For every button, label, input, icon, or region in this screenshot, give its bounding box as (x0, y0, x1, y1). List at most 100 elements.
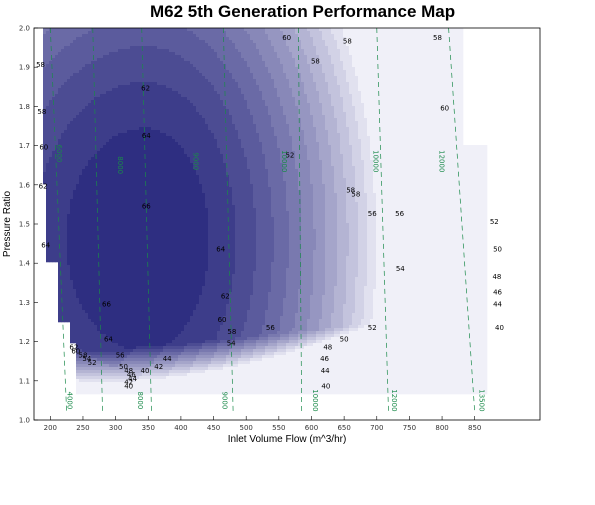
contour-cell (58, 52, 62, 56)
contour-cell (106, 184, 110, 188)
contour-cell (82, 388, 86, 392)
contour-cell (151, 286, 155, 290)
contour-cell (163, 70, 167, 74)
contour-cell (145, 223, 149, 227)
contour-cell (109, 199, 113, 203)
contour-cell (76, 253, 80, 257)
contour-cell (73, 316, 77, 320)
contour-cell (145, 37, 149, 41)
contour-cell (79, 304, 83, 308)
contour-cell (61, 142, 65, 146)
contour-cell (82, 76, 86, 80)
contour-cell (157, 250, 161, 254)
contour-cell (124, 154, 128, 158)
contour-cell (142, 70, 146, 74)
contour-cell (142, 136, 146, 140)
contour-cell (148, 172, 152, 176)
contour-cell (115, 124, 119, 128)
contour-cell (109, 136, 113, 140)
contour-cell (79, 238, 83, 242)
contour-cell (130, 142, 134, 146)
contour-cell (136, 379, 140, 383)
contour-cell (88, 118, 92, 122)
contour-cell (139, 337, 143, 341)
contour-cell (145, 250, 149, 254)
contour-cell (118, 112, 122, 116)
contour-cell (163, 376, 167, 380)
contour-cell (157, 166, 161, 170)
contour-cell (67, 196, 71, 200)
contour-cell (151, 133, 155, 137)
contour-cell (154, 199, 158, 203)
contour-cell (160, 157, 164, 161)
contour-cell (97, 355, 101, 359)
contour-cell (124, 331, 128, 335)
contour-cell (82, 361, 86, 365)
contour-cell (94, 271, 98, 275)
contour-cell (139, 37, 143, 41)
contour-cell (91, 328, 95, 332)
contour-cell (103, 235, 107, 239)
contour-cell (46, 229, 50, 233)
contour-cell (43, 52, 47, 56)
contour-cell (148, 304, 152, 308)
contour-cell (139, 385, 143, 389)
contour-cell (46, 253, 50, 257)
contour-cell (91, 256, 95, 260)
contour-cell (94, 256, 98, 260)
contour-cell (124, 211, 128, 215)
contour-cell (112, 238, 116, 242)
contour-cell (127, 169, 131, 173)
contour-cell (121, 262, 125, 266)
contour-cell (172, 196, 176, 200)
contour-cell (160, 277, 164, 281)
contour-cell (97, 190, 101, 194)
contour-cell (88, 358, 92, 362)
contour-cell (55, 139, 59, 143)
contour-cell (88, 82, 92, 86)
contour-cell (82, 109, 86, 113)
contour-cell (160, 82, 164, 86)
contour-cell (148, 259, 152, 263)
contour-cell (85, 64, 89, 68)
contour-cell (151, 181, 155, 185)
contour-cell (115, 289, 119, 293)
contour-cell (94, 340, 98, 344)
contour-cell (112, 145, 116, 149)
contour-cell (145, 286, 149, 290)
contour-cell (76, 313, 80, 317)
contour-cell (160, 391, 164, 395)
contour-cell (82, 184, 86, 188)
contour-cell (172, 31, 176, 35)
contour-cell (103, 214, 107, 218)
contour-cell (58, 313, 62, 317)
contour-cell (133, 28, 137, 32)
contour-cell (70, 76, 74, 80)
contour-cell (67, 139, 71, 143)
contour-cell (46, 193, 50, 197)
contour-cell (133, 151, 137, 155)
contour-cell (85, 160, 89, 164)
contour-cell (109, 382, 113, 386)
contour-cell (76, 49, 80, 53)
contour-cell (73, 91, 77, 95)
contour-cell (169, 277, 173, 281)
contour-cell (133, 268, 137, 272)
contour-cell (82, 52, 86, 56)
contour-cell (73, 274, 77, 278)
contour-cell (76, 115, 80, 119)
contour-cell (133, 382, 137, 386)
contour-cell (121, 364, 125, 368)
contour-cell (55, 91, 59, 95)
contour-cell (136, 61, 140, 65)
contour-cell (106, 136, 110, 140)
contour-cell (100, 211, 104, 215)
contour-cell (127, 277, 131, 281)
contour-cell (106, 349, 110, 353)
contour-cell (58, 232, 62, 236)
contour-cell (43, 91, 47, 95)
contour-cell (46, 181, 50, 185)
contour-cell (85, 49, 89, 53)
contour-cell (79, 55, 83, 59)
contour-cell (88, 238, 92, 242)
